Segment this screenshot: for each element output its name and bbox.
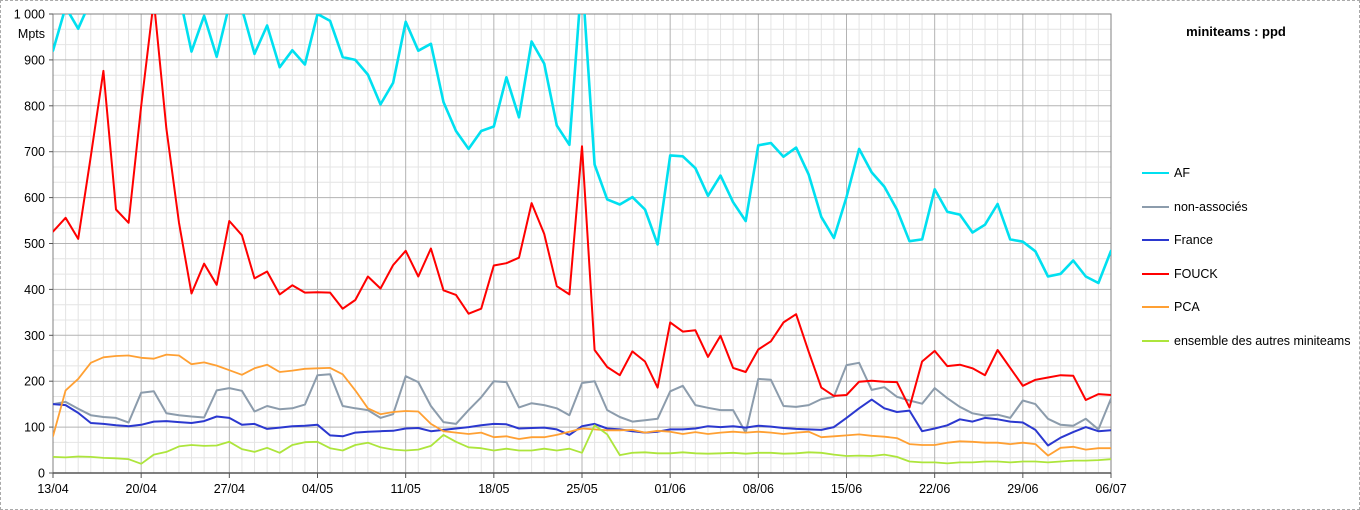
y-tick-label: 500 [24,237,45,251]
x-tick-label: 08/06 [743,482,774,496]
legend-label: France [1174,233,1213,247]
y-tick-label: 1 000 [14,8,45,22]
x-tick-label: 25/05 [566,482,597,496]
y-tick-label: 900 [24,53,45,67]
legend-swatch [1142,306,1169,308]
x-tick-label: 01/06 [655,482,686,496]
series-line-pca[interactable] [53,353,1111,457]
y-tick-label: 400 [24,283,45,297]
legend-swatch [1142,239,1169,241]
x-tick-label: 29/06 [1007,482,1038,496]
series-line-fouck[interactable] [53,1,1111,409]
series-line-france[interactable] [53,398,1111,447]
x-tick-label: 11/05 [390,482,420,496]
legend-item-af[interactable]: AF [1142,166,1190,180]
legend-label: ensemble des autres miniteams [1174,333,1351,348]
y-axis-unit-label: Mpts [18,27,45,41]
x-tick-label: 13/04 [37,482,68,496]
legend-item-ensemble-des-autres-miniteams[interactable]: ensemble des autres miniteams [1142,334,1350,348]
legend-label: FOUCK [1174,266,1218,281]
y-tick-label: 800 [24,99,45,113]
y-tick-label: 700 [24,145,45,159]
x-tick-label: 04/05 [302,482,333,496]
legend-swatch [1142,172,1169,174]
series-line-af[interactable] [53,1,1111,285]
y-tick-label: 0 [38,467,45,481]
legend-label: non-associés [1174,199,1248,214]
legend-label: PCA [1174,300,1200,314]
legend-item-france[interactable]: France [1142,233,1213,247]
y-tick-label: 600 [24,191,45,205]
legend-swatch [1142,339,1169,342]
x-tick-label: 22/06 [919,482,950,496]
legend-item-fouck[interactable]: FOUCK [1142,267,1218,281]
y-tick-label: 100 [24,421,45,435]
legend-swatch [1142,205,1169,208]
series-line-ensemble-des-autres-miniteams[interactable] [53,424,1111,465]
x-tick-label: 27/04 [214,482,245,496]
legend-item-pca[interactable]: PCA [1142,300,1200,314]
chart-title[interactable]: miniteams : ppd [1186,24,1286,39]
x-tick-label: 20/04 [126,482,157,496]
legend-label: AF [1174,166,1190,180]
y-tick-label: 200 [24,375,45,389]
x-tick-label: 06/07 [1095,482,1126,496]
legend-swatch [1142,272,1169,275]
y-tick-label: 300 [24,329,45,343]
series-line-non-associ-s[interactable] [53,361,1111,434]
x-tick-label: 15/06 [831,482,862,496]
x-tick-label: 18/05 [478,482,509,496]
legend-item-non-associ-s[interactable]: non-associés [1142,200,1248,214]
